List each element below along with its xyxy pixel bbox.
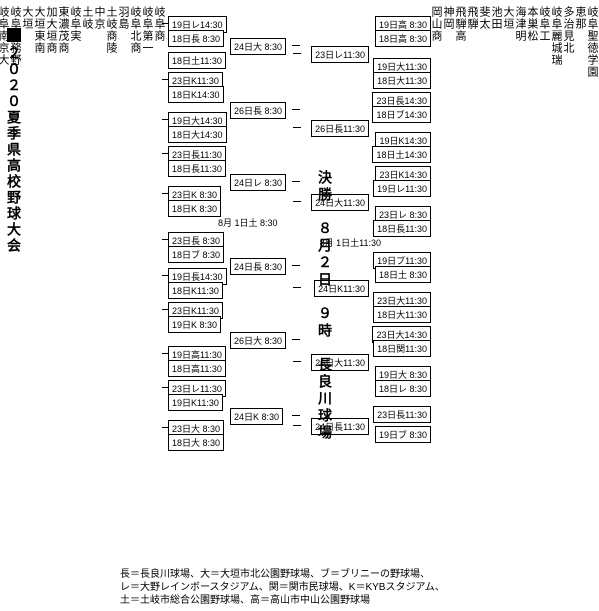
bracket-line — [162, 353, 168, 354]
match-box: 18日長11:30 — [373, 220, 431, 237]
match-box: 18日K 8:30 — [168, 200, 221, 217]
match-box: 18日レ 8:30 — [375, 380, 431, 397]
match-box: 19日レ11:30 — [373, 180, 431, 197]
match-box: 18日大11:30 — [373, 306, 431, 323]
bracket-line — [162, 309, 168, 310]
match-box: 18日土14:30 — [372, 146, 431, 163]
bracket-line — [292, 45, 300, 46]
match-box: 18日高 8:30 — [375, 30, 431, 47]
match-box: 18日土11:30 — [168, 52, 226, 69]
match-box: 18日長 8:30 — [168, 30, 224, 47]
final-text: 決勝 ８月２日 ９時 長良川球場 — [317, 170, 333, 442]
match-box: 18日大 8:30 — [168, 434, 224, 451]
bracket-line — [162, 427, 168, 428]
match-box: 19日K 8:30 — [168, 316, 221, 333]
legend-line: 土＝土岐市総合公園野球場、高＝高山市中山公園野球場 — [120, 594, 445, 607]
match-box: 24日大 8:30 — [230, 38, 286, 55]
team-name: 岐阜商 — [155, 6, 167, 146]
bracket-line — [293, 127, 301, 128]
match-box: 19日ブ 8:30 — [375, 426, 431, 443]
bracket-line — [162, 79, 168, 80]
match-box: 19日K11:30 — [168, 394, 223, 411]
match-box: 23日レ11:30 — [311, 46, 369, 63]
match-box: 18日高11:30 — [168, 360, 226, 377]
teams-right-column: 岡山商神岡飛騨高飛騨斐太池田大垣海津明本巣松岐阜工岐阜麗城瑞多治見北恵那岐阜聖徳… — [432, 6, 599, 146]
legend-line: レ＝大野レインボースタジアム、関＝関市民球場、K＝KYBスタジアム、 — [120, 581, 445, 594]
bracket-line — [162, 153, 168, 154]
bracket-line — [292, 109, 300, 110]
match-box: 26日長11:30 — [311, 120, 369, 137]
match-box: 18日大14:30 — [168, 126, 227, 143]
bracket-line — [162, 119, 168, 120]
final-info: 決勝 ８月２日 ９時 長良川球場 — [265, 170, 335, 442]
match-box: 18日土 8:30 — [375, 266, 431, 283]
match-box: 18日ブ14:30 — [372, 106, 431, 123]
bracket-line — [162, 387, 168, 388]
match-box: 18日K14:30 — [168, 86, 224, 103]
bracket-line — [162, 239, 168, 240]
match-box: 18日長11:30 — [168, 160, 226, 177]
match-box: 18日大11:30 — [373, 72, 431, 89]
match-box: 18日関11:30 — [373, 340, 431, 357]
match-box: 18日K11:30 — [168, 282, 223, 299]
bracket-line — [162, 193, 168, 194]
venue-legend: 長＝長良川球場、大＝大垣市北公園野球場、ブ＝ブリニーの野球場、レ＝大野レインボー… — [120, 568, 445, 607]
teams-left-column: 岐阜商岐阜第一岐阜北商羽島土岐商陵中京土岐岐阜実東濃茂商加大垣商大垣東南大垣岐阜… — [0, 6, 167, 146]
match-box: 23日長11:30 — [373, 406, 431, 423]
bracket-line — [162, 23, 168, 24]
match-box: 26日長 8:30 — [230, 102, 286, 119]
legend-line: 長＝長良川球場、大＝大垣市北公園野球場、ブ＝ブリニーの野球場、 — [120, 568, 445, 581]
match-box: 18日ブ 8:30 — [168, 246, 224, 263]
bracket-line — [293, 53, 301, 54]
bracket-line — [162, 275, 168, 276]
